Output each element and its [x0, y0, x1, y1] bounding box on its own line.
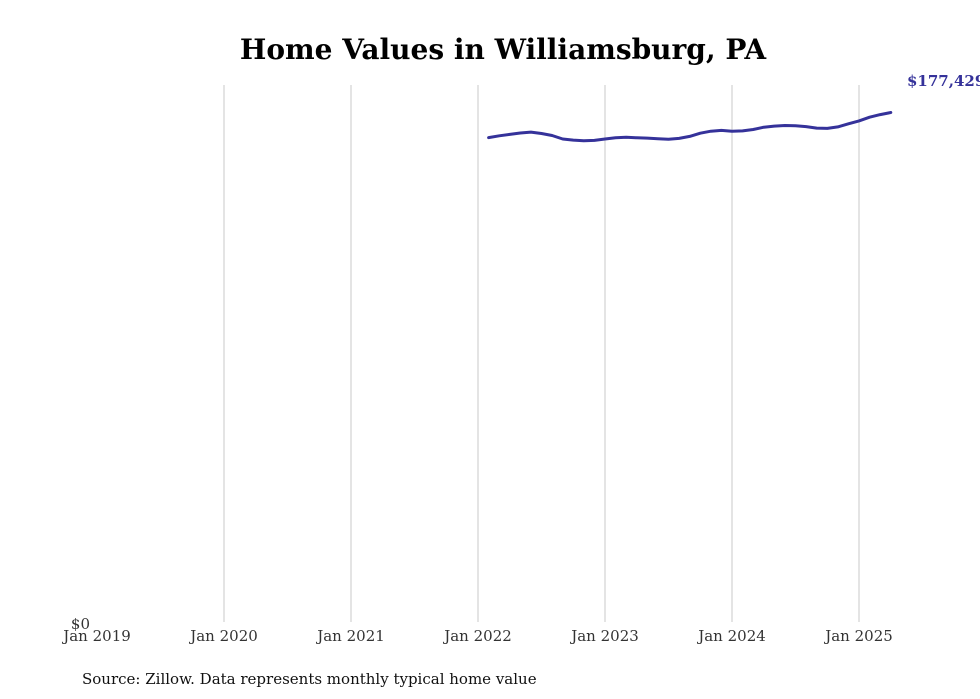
chart-title: Home Values in Williamsburg, PA — [240, 33, 767, 66]
y-tick-label: $0 — [71, 615, 90, 633]
home-value-line — [487, 111, 893, 143]
x-axis-ticks: Jan 2019 Jan 2020 Jan 2021 Jan 2022 Jan 2023… — [61, 627, 893, 645]
x-tick-label: Jan 2020 — [188, 627, 258, 645]
end-value-label: $177,429 — [907, 72, 980, 90]
x-tick-label: Jan 2021 — [315, 627, 385, 645]
x-tick-label: Jan 2019 — [61, 627, 131, 645]
source-note: Source: Zillow. Data represents monthly … — [82, 670, 537, 688]
x-tick-label: Jan 2025 — [823, 627, 893, 645]
gridlines — [223, 85, 860, 622]
x-tick-label: Jan 2023 — [569, 627, 639, 645]
x-tick-label: Jan 2022 — [442, 627, 512, 645]
x-tick-label: Jan 2024 — [696, 627, 766, 645]
